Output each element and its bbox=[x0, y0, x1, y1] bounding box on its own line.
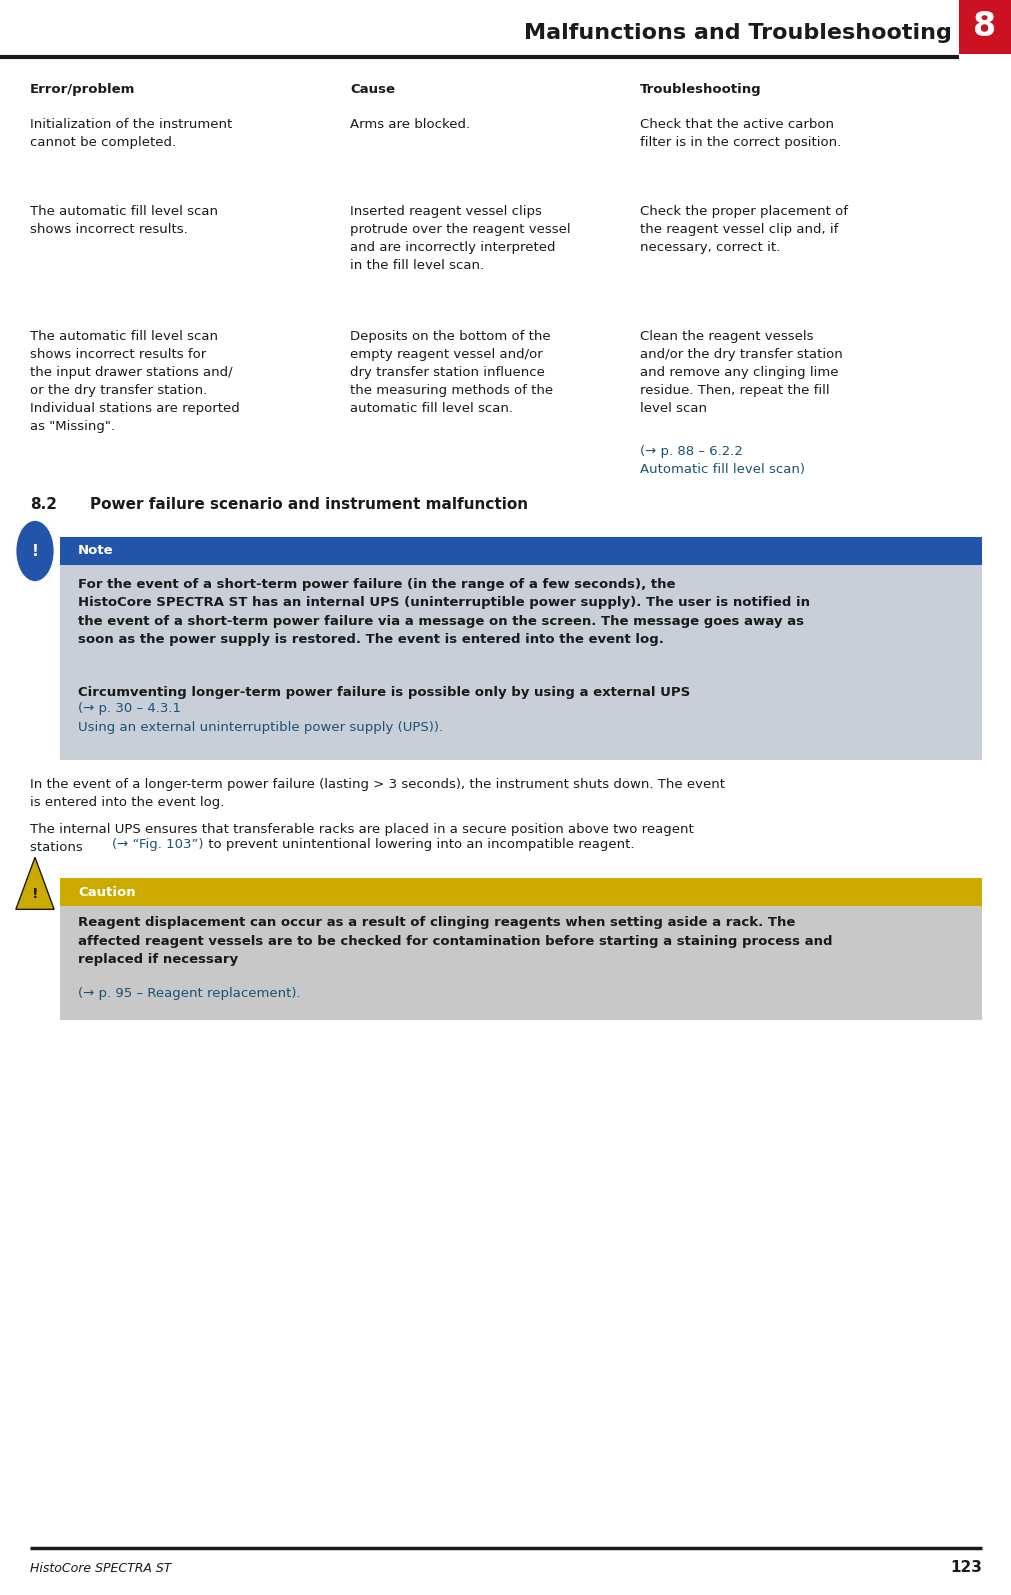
Text: The automatic fill level scan
shows incorrect results.: The automatic fill level scan shows inco… bbox=[30, 206, 218, 236]
Text: The automatic fill level scan
shows incorrect results for
the input drawer stati: The automatic fill level scan shows inco… bbox=[30, 330, 240, 432]
Text: In the event of a longer-term power failure (lasting > 3 seconds), the instrumen: In the event of a longer-term power fail… bbox=[30, 778, 725, 809]
Bar bbox=[60, 565, 982, 759]
Text: Note: Note bbox=[78, 544, 113, 558]
Text: Clean the reagent vessels
and/or the dry transfer station
and remove any clingin: Clean the reagent vessels and/or the dry… bbox=[640, 330, 843, 415]
Text: Malfunctions and Troubleshooting: Malfunctions and Troubleshooting bbox=[524, 22, 952, 43]
Text: (→ “Fig. 103”): (→ “Fig. 103”) bbox=[112, 837, 203, 852]
Text: Circumventing longer-term power failure is possible only by using a external UPS: Circumventing longer-term power failure … bbox=[78, 686, 695, 699]
Bar bbox=[959, 0, 1011, 54]
Text: Inserted reagent vessel clips
protrude over the reagent vessel
and are incorrect: Inserted reagent vessel clips protrude o… bbox=[350, 206, 570, 273]
Bar bbox=[60, 877, 982, 906]
Text: Power failure scenario and instrument malfunction: Power failure scenario and instrument ma… bbox=[90, 498, 528, 512]
Text: For the event of a short-term power failure (in the range of a few seconds), the: For the event of a short-term power fail… bbox=[78, 577, 810, 646]
Text: (→ p. 88 – 6.2.2
Automatic fill level scan): (→ p. 88 – 6.2.2 Automatic fill level sc… bbox=[640, 445, 805, 475]
Text: Troubleshooting: Troubleshooting bbox=[640, 83, 761, 96]
Text: Error/problem: Error/problem bbox=[30, 83, 135, 96]
Text: 8.2: 8.2 bbox=[30, 498, 57, 512]
Text: (→ p. 95 – Reagent replacement).: (→ p. 95 – Reagent replacement). bbox=[78, 987, 300, 1000]
Text: !: ! bbox=[31, 887, 38, 901]
Circle shape bbox=[15, 520, 55, 582]
Bar bbox=[60, 906, 982, 1019]
Text: The internal UPS ensures that transferable racks are placed in a secure position: The internal UPS ensures that transferab… bbox=[30, 823, 694, 853]
Text: 123: 123 bbox=[950, 1560, 982, 1576]
Text: Check the proper placement of
the reagent vessel clip and, if
necessary, correct: Check the proper placement of the reagen… bbox=[640, 206, 848, 254]
Text: Caution: Caution bbox=[78, 885, 135, 898]
Text: (→ p. 30 – 4.3.1
Using an external uninterruptible power supply (UPS)).: (→ p. 30 – 4.3.1 Using an external unint… bbox=[78, 702, 443, 734]
Text: Initialization of the instrument
cannot be completed.: Initialization of the instrument cannot … bbox=[30, 118, 233, 148]
Text: Cause: Cause bbox=[350, 83, 395, 96]
Text: HistoCore SPECTRA ST: HistoCore SPECTRA ST bbox=[30, 1562, 172, 1574]
Text: Arms are blocked.: Arms are blocked. bbox=[350, 118, 470, 131]
Text: 8: 8 bbox=[974, 11, 997, 43]
Text: Deposits on the bottom of the
empty reagent vessel and/or
dry transfer station i: Deposits on the bottom of the empty reag… bbox=[350, 330, 553, 415]
Bar bbox=[60, 538, 982, 565]
Text: to prevent unintentional lowering into an incompatible reagent.: to prevent unintentional lowering into a… bbox=[204, 837, 635, 852]
Polygon shape bbox=[16, 857, 55, 909]
Text: !: ! bbox=[31, 544, 38, 558]
Text: Reagent displacement can occur as a result of clinging reagents when setting asi: Reagent displacement can occur as a resu… bbox=[78, 916, 832, 967]
Text: Check that the active carbon
filter is in the correct position.: Check that the active carbon filter is i… bbox=[640, 118, 841, 148]
